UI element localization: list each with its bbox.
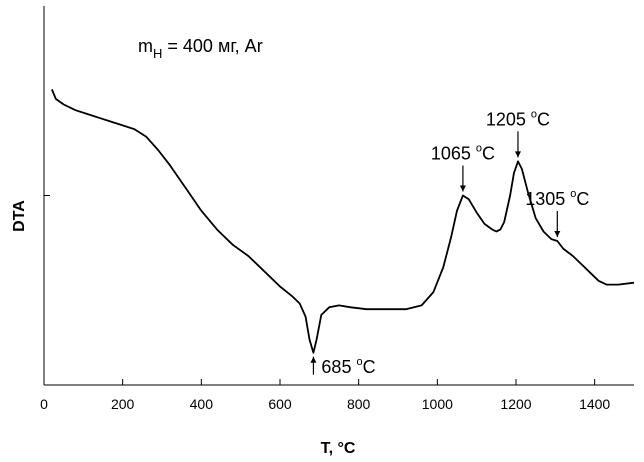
annotation-label: 1205 oC (486, 108, 550, 129)
peak-annotation: 685 oC (310, 356, 376, 377)
annotation-label: 685 oC (321, 356, 375, 377)
x-tick-label: 600 (268, 396, 292, 412)
x-tick-label: 400 (190, 396, 214, 412)
annotation-arrowhead (459, 185, 466, 192)
x-ticks: 0 200 400 600 800 1000 1200 1400 (40, 379, 610, 412)
peak-annotation: 1205 oC (486, 108, 550, 158)
x-axis-title: T, °C (321, 440, 356, 457)
x-tick-label: 200 (111, 396, 135, 412)
annotations: 685 oC 1065 oC 1205 oC 1305 oC (310, 108, 589, 377)
annotation-arrowhead (514, 151, 521, 158)
plot-area (51, 89, 635, 354)
peak-annotation: 1065 oC (431, 143, 495, 192)
condition-label: mН = 400 мг, Ar (138, 36, 263, 61)
y-axis-title: DTA (11, 200, 28, 232)
x-tick-label: 1000 (422, 396, 453, 412)
peak-annotation: 1305 oC (525, 188, 589, 237)
axes (43, 6, 634, 386)
x-tick-label: 1400 (579, 396, 610, 412)
x-tick-label: 800 (347, 396, 371, 412)
annotation-label: 1065 oC (431, 143, 495, 164)
dta-curve (51, 89, 635, 354)
annotation-label: 1305 oC (525, 188, 589, 209)
annotation-arrowhead (310, 356, 317, 363)
annotation-arrowhead (554, 230, 561, 237)
x-tick-label: 0 (40, 396, 48, 412)
x-tick-label: 1200 (500, 396, 531, 412)
